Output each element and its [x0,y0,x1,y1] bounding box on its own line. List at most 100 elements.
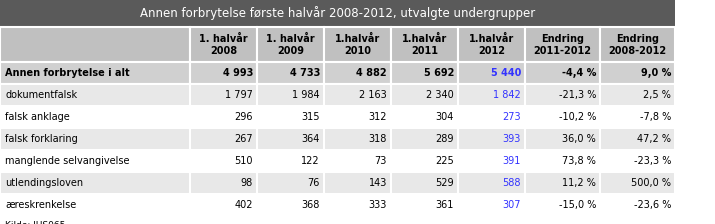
Bar [391,194,458,216]
Bar [190,194,257,216]
Text: 143: 143 [369,178,387,188]
Text: Endring: Endring [616,34,659,43]
Text: 1 984: 1 984 [292,90,320,100]
Bar [391,84,458,106]
Bar [257,84,324,106]
Bar [600,62,675,84]
Text: -23,6 %: -23,6 % [633,200,671,210]
Text: 315: 315 [302,112,320,122]
Text: -10,2 %: -10,2 % [558,112,596,122]
Bar [391,62,458,84]
Bar [324,106,391,128]
Text: 2010: 2010 [344,47,371,56]
Bar [0,128,190,150]
Bar [391,172,458,194]
Text: 273: 273 [503,112,521,122]
Text: -23,3 %: -23,3 % [633,156,671,166]
Text: 2008-2012: 2008-2012 [608,47,666,56]
Text: 2011: 2011 [411,47,438,56]
Bar [0,0,675,27]
Bar [458,194,525,216]
Bar [0,84,190,106]
Text: 2 163: 2 163 [359,90,387,100]
Text: 2012: 2012 [478,47,505,56]
Bar [600,27,675,62]
Bar [458,150,525,172]
Text: 122: 122 [302,156,320,166]
Bar [525,128,600,150]
Bar [257,106,324,128]
Bar [0,106,190,128]
Text: 225: 225 [435,156,454,166]
Text: 5 692: 5 692 [423,68,454,78]
Text: 312: 312 [368,112,387,122]
Text: -15,0 %: -15,0 % [558,200,596,210]
Text: 500,0 %: 500,0 % [631,178,671,188]
Bar [0,62,190,84]
Text: -21,3 %: -21,3 % [558,90,596,100]
Text: 2008: 2008 [210,47,237,56]
Text: falsk forklaring: falsk forklaring [5,134,78,144]
Bar [257,27,324,62]
Bar [257,62,324,84]
Bar [324,194,391,216]
Bar [324,128,391,150]
Bar [0,194,190,216]
Bar [190,128,257,150]
Bar [190,62,257,84]
Text: 2009: 2009 [277,47,304,56]
Text: 289: 289 [435,134,454,144]
Bar [600,106,675,128]
Text: 2011-2012: 2011-2012 [533,47,591,56]
Bar [458,106,525,128]
Text: 4 882: 4 882 [356,68,387,78]
Text: utlendingsloven: utlendingsloven [5,178,83,188]
Text: 73,8 %: 73,8 % [562,156,596,166]
Text: Annen forbrytelse første halvår 2008-2012, utvalgte undergrupper: Annen forbrytelse første halvår 2008-201… [140,6,535,20]
Bar [324,62,391,84]
Bar [257,150,324,172]
Text: 267: 267 [235,134,253,144]
Bar [0,216,675,224]
Bar [391,27,458,62]
Bar [458,128,525,150]
Text: 98: 98 [241,178,253,188]
Bar [257,172,324,194]
Bar [525,84,600,106]
Text: 1. halvår: 1. halvår [199,33,248,43]
Text: 5 440: 5 440 [490,68,521,78]
Text: Annen forbrytelse i alt: Annen forbrytelse i alt [5,68,129,78]
Bar [525,27,600,62]
Text: 588: 588 [503,178,521,188]
Bar [391,128,458,150]
Text: 1 842: 1 842 [493,90,521,100]
Bar [0,172,190,194]
Text: 1. halvår: 1. halvår [266,33,315,43]
Text: 368: 368 [302,200,320,210]
Text: 361: 361 [435,200,454,210]
Bar [190,150,257,172]
Bar [391,106,458,128]
Text: 391: 391 [503,156,521,166]
Bar [525,106,600,128]
Text: 402: 402 [235,200,253,210]
Text: 304: 304 [435,112,454,122]
Bar [525,62,600,84]
Text: 11,2 %: 11,2 % [562,178,596,188]
Text: 529: 529 [435,178,454,188]
Bar [190,172,257,194]
Bar [391,150,458,172]
Text: 36,0 %: 36,0 % [562,134,596,144]
Bar [324,172,391,194]
Text: 47,2 %: 47,2 % [637,134,671,144]
Bar [600,128,675,150]
Bar [525,172,600,194]
Bar [525,150,600,172]
Text: -4,4 %: -4,4 % [561,68,596,78]
Text: manglende selvangivelse: manglende selvangivelse [5,156,129,166]
Text: 9,0 %: 9,0 % [641,68,671,78]
Text: 307: 307 [503,200,521,210]
Text: 2,5 %: 2,5 % [643,90,671,100]
Text: Kilde: JUS065: Kilde: JUS065 [5,220,65,224]
Text: 1.halvår: 1.halvår [335,33,380,43]
